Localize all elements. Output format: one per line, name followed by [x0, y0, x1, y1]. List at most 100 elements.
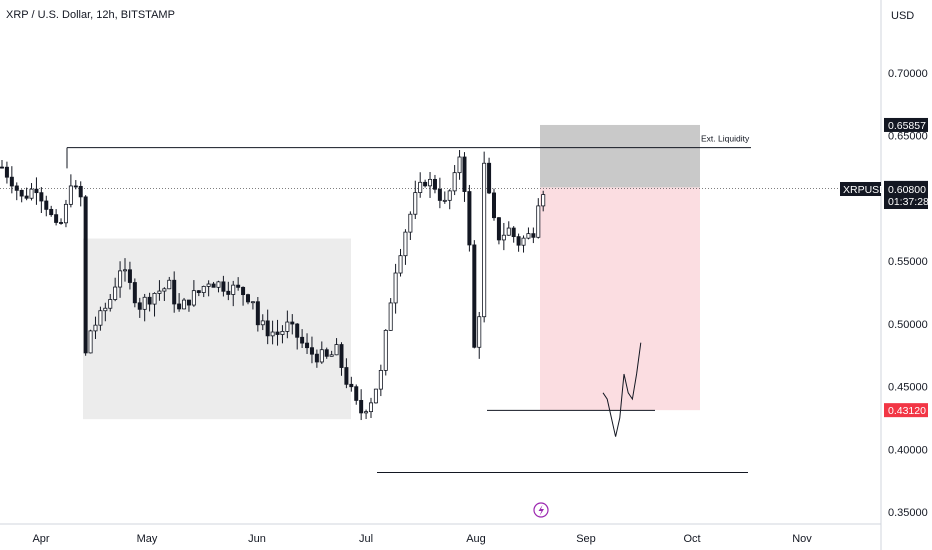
candle-body — [186, 299, 191, 306]
candle-body — [413, 192, 418, 215]
candle-body — [418, 181, 423, 194]
candle-body — [511, 227, 516, 238]
candle-body — [73, 185, 78, 188]
candle-body — [177, 303, 182, 310]
candle-body — [49, 208, 54, 216]
candle-body — [457, 156, 462, 174]
candle-body — [319, 349, 324, 363]
candle-body — [275, 331, 280, 335]
price-scale[interactable]: 0.700000.650000.600000.550000.500000.450… — [888, 68, 928, 519]
candle-body — [541, 194, 546, 207]
candle-body — [39, 192, 44, 202]
candle-body — [44, 200, 49, 210]
candle-body — [329, 354, 334, 357]
candle-body — [255, 301, 260, 326]
last-price-badge: XRPUSD 0.60800 01:37:28 — [840, 181, 929, 209]
candle-body — [113, 286, 118, 300]
candle-body — [442, 199, 447, 202]
candle-body — [403, 231, 408, 257]
candle-body — [24, 195, 29, 199]
candle-body — [467, 191, 472, 246]
candle-body — [103, 307, 108, 312]
candle-body — [383, 329, 388, 371]
time-scale[interactable]: Apr May Jun Jul Aug Sep Oct Nov — [32, 533, 812, 545]
candle-body — [270, 331, 275, 337]
candle-body — [506, 227, 511, 236]
time-tick-label: Sep — [576, 533, 596, 545]
candle-body — [14, 185, 19, 191]
symbol-tag: XRPUSD — [843, 184, 887, 196]
candle-body — [245, 294, 250, 303]
price-badge-bg — [884, 117, 928, 132]
position-target-zone[interactable] — [540, 124, 700, 188]
candle-body — [378, 369, 383, 390]
candle-body — [172, 279, 177, 305]
candle-body — [157, 290, 162, 294]
candle-body — [536, 205, 541, 238]
candle-body — [334, 344, 339, 356]
price-badge-bg — [884, 403, 928, 418]
candle-body — [526, 233, 531, 239]
candle-body — [201, 286, 206, 293]
candle-body — [265, 320, 270, 337]
candle-body — [241, 286, 246, 296]
candle-body — [437, 188, 442, 201]
candle-body — [54, 214, 59, 223]
candle-body — [300, 336, 305, 344]
candle-body — [147, 296, 152, 305]
candle-body — [63, 203, 68, 224]
currency-label[interactable]: USD — [891, 10, 915, 22]
candle-body — [324, 349, 329, 357]
candle-body — [250, 301, 255, 304]
candle-body — [487, 162, 492, 194]
price-tick-label: 0.65000 — [888, 131, 928, 143]
candle-body — [34, 188, 39, 194]
candle-body — [388, 302, 393, 331]
candle-body — [132, 282, 137, 304]
time-tick-label: May — [137, 533, 158, 545]
candle-body — [9, 176, 14, 187]
candle-body — [0, 166, 4, 169]
last-price-value: 0.60800 — [888, 184, 926, 196]
candle-body — [477, 316, 482, 348]
candle-body — [491, 192, 496, 219]
candle-body — [123, 269, 128, 272]
projection-scribble[interactable] — [602, 342, 642, 437]
candle-body — [142, 296, 147, 310]
lightning-icon[interactable] — [533, 502, 549, 518]
candle-body — [29, 188, 34, 199]
candle-body — [206, 283, 211, 287]
candle-body — [516, 236, 521, 246]
candle-body — [196, 290, 201, 293]
time-tick-label: Apr — [32, 533, 49, 545]
candle-body — [428, 178, 433, 187]
candle-body — [137, 302, 142, 310]
candle-body — [260, 320, 265, 326]
candle-body — [127, 269, 132, 283]
candle-body — [482, 162, 487, 318]
candle-body — [295, 323, 300, 338]
candle-body — [280, 330, 285, 335]
candle-body — [462, 156, 467, 192]
candle-body — [452, 172, 457, 192]
candle-body — [231, 284, 236, 295]
candle-body — [59, 222, 64, 224]
position-stop-zone[interactable] — [540, 187, 700, 411]
candle-body — [447, 190, 452, 201]
price-tick-label: 0.55000 — [888, 256, 928, 268]
price-tick-label: 0.70000 — [888, 68, 928, 80]
price-tick-label: 0.45000 — [888, 382, 928, 394]
candle-body — [368, 402, 373, 413]
candle-body — [236, 284, 241, 288]
candle-body — [359, 400, 364, 414]
candle-body — [339, 344, 344, 368]
candle-body — [354, 386, 359, 401]
candle-body — [531, 233, 536, 238]
candle-body — [93, 324, 98, 332]
last-price-bg — [884, 181, 928, 209]
price-badge-label: 0.65857 — [888, 120, 926, 132]
price-badge-label: 0.43120 — [888, 405, 926, 417]
candle-body — [167, 279, 172, 290]
candle-body — [88, 330, 93, 354]
